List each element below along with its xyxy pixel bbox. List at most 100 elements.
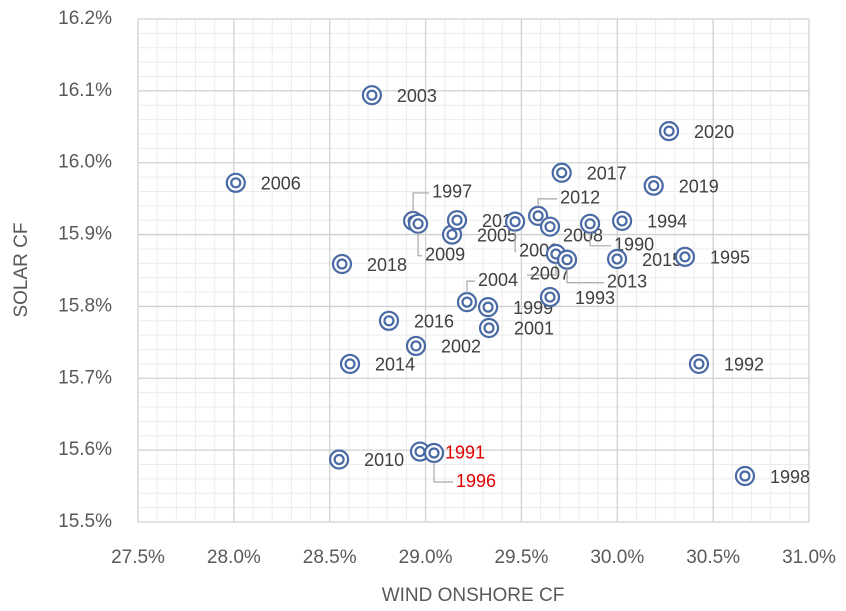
x-tick-label: 27.5% bbox=[111, 547, 165, 568]
leader-line bbox=[417, 232, 423, 257]
point-label: 1990 bbox=[614, 235, 654, 255]
point-inner bbox=[561, 254, 573, 266]
y-tick-label: 15.5% bbox=[58, 511, 112, 532]
point-inner bbox=[410, 340, 422, 352]
point-label: 2014 bbox=[375, 355, 415, 375]
point bbox=[556, 249, 578, 270]
point-inner bbox=[383, 315, 395, 327]
point bbox=[456, 292, 478, 313]
point bbox=[329, 449, 350, 470]
point bbox=[361, 85, 382, 106]
x-axis-label: WIND ONSHORE CF bbox=[382, 585, 565, 606]
point bbox=[477, 297, 499, 318]
point-label: 2007 bbox=[530, 264, 570, 284]
leader-line bbox=[589, 232, 612, 247]
point bbox=[551, 162, 572, 183]
point-inner bbox=[693, 358, 705, 370]
y-axis-label: SOLAR CF bbox=[11, 222, 32, 317]
y-tick-label: 15.8% bbox=[58, 295, 112, 316]
x-tick-label: 29.5% bbox=[494, 547, 548, 568]
point-inner bbox=[483, 322, 495, 334]
point bbox=[579, 213, 601, 234]
marks: 2003202020062017201919972009200520112000… bbox=[225, 85, 810, 491]
point bbox=[528, 205, 549, 226]
point-inner bbox=[584, 218, 596, 230]
x-tick-label: 28.0% bbox=[207, 547, 261, 568]
x-tick-label: 28.5% bbox=[303, 547, 357, 568]
point-inner bbox=[663, 125, 675, 137]
leader-line bbox=[466, 280, 475, 294]
y-tick-label: 16.0% bbox=[58, 152, 112, 173]
point-label: 1995 bbox=[710, 248, 750, 268]
point-inner bbox=[544, 221, 556, 233]
point-inner bbox=[412, 218, 424, 230]
point-inner bbox=[509, 216, 521, 228]
point-inner bbox=[556, 167, 568, 179]
point-label: 2002 bbox=[441, 337, 481, 357]
point-inner bbox=[451, 214, 463, 226]
point-label: 1991 bbox=[445, 442, 485, 462]
point-label: 1996 bbox=[456, 471, 496, 491]
point-label: 2003 bbox=[397, 86, 437, 106]
point-label: 1994 bbox=[647, 212, 687, 232]
point-inner bbox=[482, 301, 494, 313]
point bbox=[339, 353, 361, 375]
point-inner bbox=[446, 228, 458, 241]
point bbox=[674, 246, 696, 267]
point-label: 2006 bbox=[261, 174, 301, 194]
point-label: 1993 bbox=[575, 288, 615, 308]
y-tick-label: 16.2% bbox=[58, 8, 112, 29]
point-inner bbox=[739, 470, 751, 482]
point bbox=[734, 465, 756, 487]
point-label: 2015 bbox=[642, 250, 682, 270]
point bbox=[505, 211, 526, 232]
point-inner bbox=[616, 215, 628, 227]
x-tick-label: 29.0% bbox=[399, 547, 453, 568]
point bbox=[423, 442, 445, 464]
y-tick-label: 15.6% bbox=[58, 439, 112, 460]
point-inner bbox=[648, 180, 660, 192]
point-inner bbox=[544, 291, 556, 303]
grid bbox=[137, 18, 810, 523]
point-label: 2017 bbox=[587, 164, 627, 184]
point-inner bbox=[333, 453, 345, 466]
point bbox=[539, 286, 561, 308]
point-inner bbox=[230, 177, 242, 189]
point-label: 1992 bbox=[724, 355, 764, 375]
point-label: 2012 bbox=[560, 188, 600, 208]
point-label: 1997 bbox=[432, 182, 472, 202]
point bbox=[545, 243, 567, 265]
point bbox=[688, 353, 710, 375]
point-label: 2020 bbox=[694, 122, 734, 142]
leader-line bbox=[526, 262, 557, 276]
point bbox=[643, 175, 664, 196]
point-label: 2013 bbox=[607, 271, 647, 291]
point bbox=[606, 248, 628, 270]
leader-line bbox=[514, 230, 517, 253]
point-label: 2010 bbox=[364, 450, 404, 470]
y-tick-label: 15.9% bbox=[58, 224, 112, 245]
x-tick-label: 30.0% bbox=[590, 547, 644, 568]
x-tick-label: 31.0% bbox=[782, 547, 836, 568]
point bbox=[658, 120, 680, 142]
point-label: 2005 bbox=[477, 225, 517, 245]
point-inner bbox=[366, 89, 378, 101]
point-inner bbox=[428, 447, 440, 459]
leader-line bbox=[412, 192, 430, 212]
point-label: 2016 bbox=[414, 312, 454, 332]
point-inner bbox=[336, 258, 348, 270]
point bbox=[446, 210, 468, 231]
leader-line bbox=[433, 462, 454, 483]
y-tick-label: 15.7% bbox=[58, 367, 112, 388]
point bbox=[407, 213, 429, 234]
point-inner bbox=[414, 445, 426, 458]
point-inner bbox=[532, 210, 544, 222]
leader-line bbox=[537, 198, 558, 207]
x-tick-label: 30.5% bbox=[686, 547, 740, 568]
leader-line bbox=[566, 268, 605, 284]
y-tick-label: 16.1% bbox=[58, 80, 112, 101]
point-label: 1998 bbox=[770, 467, 810, 487]
point-label: 2004 bbox=[478, 270, 518, 290]
point bbox=[611, 210, 633, 232]
